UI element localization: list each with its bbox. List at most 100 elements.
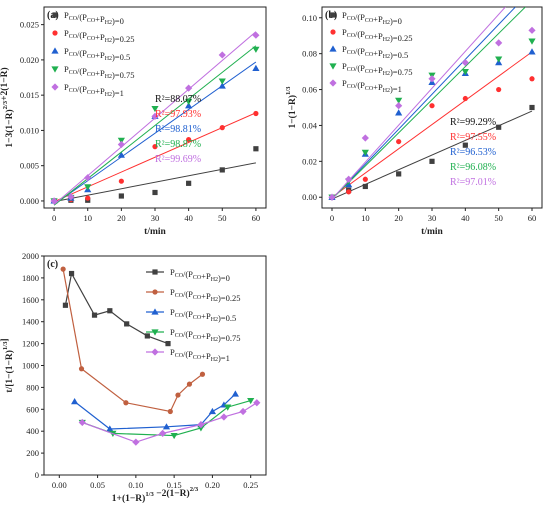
y-tick-label: 0.025 (20, 20, 39, 30)
data-point (175, 392, 181, 398)
legend-label: PCO/(PCO+PH2)=0.5 (342, 44, 408, 60)
y-tick-label: 0.005 (20, 161, 39, 171)
r2-annotation: R²=96.08% (450, 162, 496, 173)
legend-label: PCO/(PCO+PH2)=0.75 (64, 64, 134, 80)
data-point (124, 321, 130, 327)
x-tick-label: 20 (117, 213, 126, 223)
x-tick-label: 0 (330, 213, 334, 223)
data-point (529, 104, 535, 111)
legend-marker (51, 83, 59, 91)
y-tick-label: 0.02 (302, 156, 317, 166)
series-line (62, 269, 203, 413)
r2-annotation: R²=88.07% (155, 94, 201, 105)
data-point (252, 31, 260, 39)
data-point (60, 266, 66, 272)
data-point (208, 407, 217, 415)
data-point (152, 189, 158, 196)
x-tick-label: 0.15 (167, 480, 182, 490)
x-tick-label: 0.20 (205, 480, 220, 490)
legend-label: PCO/(PCO+PH2)=0.5 (64, 46, 130, 62)
x-tick-label: 40 (184, 213, 193, 223)
data-point (107, 308, 113, 314)
data-point (218, 51, 226, 59)
y-axis-label: t/[1−(1−R)1/3] (0, 338, 15, 392)
legend-marker (152, 289, 158, 295)
legend-label: PCO/(PCO+PH2)=0.25 (64, 28, 134, 44)
data-point (123, 400, 129, 406)
x-tick-label: 40 (461, 213, 470, 223)
data-point (84, 184, 92, 191)
r2-annotation: R²=99.69% (155, 154, 201, 165)
y-tick-label: 0.000 (20, 196, 39, 206)
legend-marker (51, 66, 59, 73)
data-point (528, 48, 536, 55)
series-line (64, 271, 169, 345)
legend-label: PCO/(PCO+PH2)=0.25 (342, 27, 412, 43)
legend-label: PCO/(PCO+PH2)=1 (342, 78, 402, 94)
data-point (144, 333, 150, 339)
fit-line (331, 51, 533, 198)
y-axis-label: 1−3(1−R)2/3+2(1−R) (0, 67, 15, 147)
legend-label: PCO/(PCO+PH2)=0.5 (170, 307, 236, 323)
y-tick-label: 0.10 (302, 13, 317, 23)
panel-label: (c) (47, 259, 58, 270)
data-point (84, 174, 92, 182)
data-point (91, 312, 98, 318)
y-tick-label: 200 (26, 448, 39, 458)
legend-marker (151, 329, 159, 336)
data-point (462, 142, 468, 148)
series-4 (328, 7, 536, 201)
x-tick-label: 60 (528, 213, 537, 223)
data-point (185, 102, 193, 109)
y-tick-label: 0 (35, 470, 39, 480)
data-point (253, 110, 259, 117)
data-point (218, 82, 226, 89)
data-point (495, 56, 503, 63)
x-tick-label: 50 (218, 213, 227, 223)
plot-frame (43, 255, 267, 476)
legend-label: PCO/(PCO+PH2)=0 (170, 267, 230, 283)
y-tick-label: 0.08 (302, 49, 317, 59)
legend-label: PCO/(PCO+PH2)=0.75 (342, 61, 412, 77)
data-point (224, 404, 232, 411)
x-tick-label: 20 (394, 213, 403, 223)
y-tick-label: 1200 (22, 339, 39, 349)
fit-line (53, 162, 257, 203)
y-tick-label: 2000 (22, 251, 39, 261)
r2-annotation: R²=97.93% (155, 109, 201, 120)
data-point (62, 302, 69, 308)
data-point (461, 69, 469, 76)
data-point (219, 125, 225, 131)
legend: PCO/(PCO+PH2)=0PCO/(PCO+PH2)=0.25PCO/(PC… (329, 10, 412, 94)
data-point (197, 425, 205, 432)
y-tick-label: 0.06 (302, 85, 317, 95)
r2-annotation: R²=98.87% (155, 139, 201, 150)
data-point (170, 432, 178, 440)
series-line (82, 402, 258, 443)
x-tick-label: 0.00 (52, 480, 67, 490)
legend-marker (152, 269, 158, 275)
x-axis-label: 1+(1−R)1/3 −2(1−R)2/3 (112, 486, 199, 504)
series-2 (71, 390, 239, 432)
data-point (345, 175, 353, 183)
data-point (118, 178, 124, 184)
legend-marker (330, 12, 336, 18)
series-4 (78, 399, 261, 446)
data-point (185, 84, 193, 92)
data-point (395, 109, 403, 116)
y-tick-label: 0.010 (20, 125, 39, 135)
data-point (219, 167, 225, 173)
data-point (429, 158, 435, 164)
data-point (395, 97, 403, 104)
data-point (218, 78, 226, 85)
series-1 (60, 266, 206, 415)
x-axis-label: t/min (144, 227, 166, 237)
series-0 (329, 104, 535, 200)
legend-marker (52, 30, 58, 36)
y-tick-label: 1800 (22, 273, 39, 283)
legend-marker (329, 45, 337, 52)
data-point (117, 140, 125, 149)
y-tick-label: 0.00 (302, 192, 317, 202)
data-point (78, 418, 86, 427)
